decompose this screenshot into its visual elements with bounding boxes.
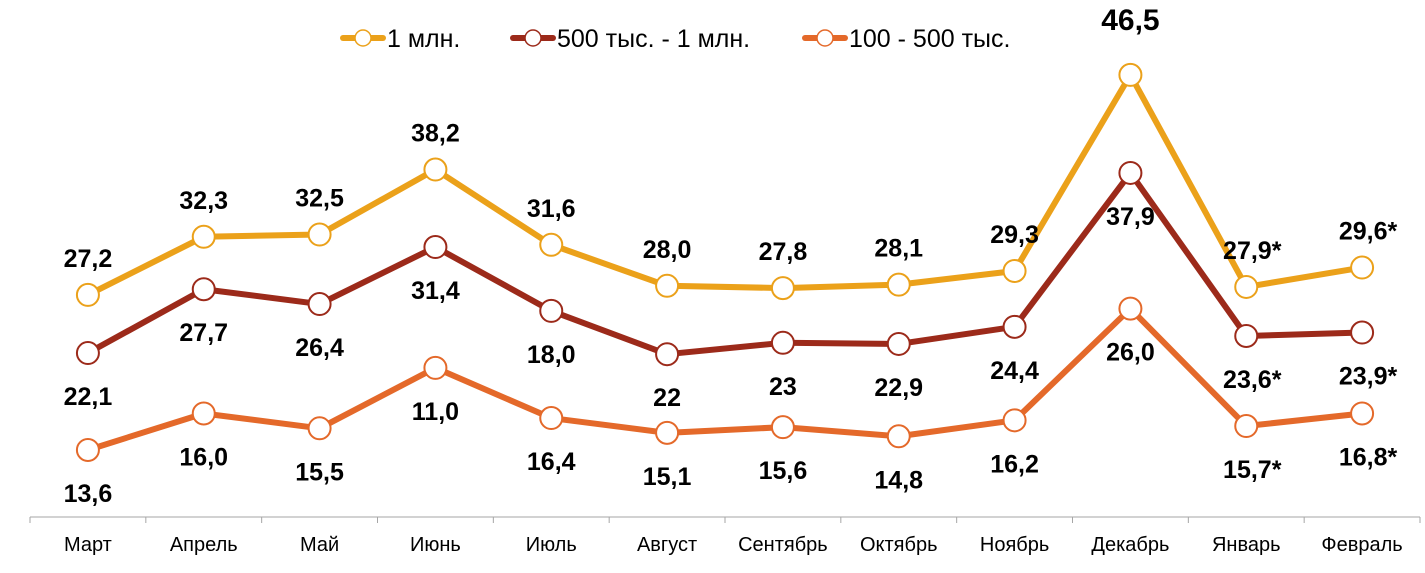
- data-point: [307, 222, 332, 247]
- data-point: [75, 437, 100, 462]
- data-point: [75, 341, 100, 366]
- legend: 1 млн. 500 тыс. - 1 млн. 100 - 500 тыс.: [340, 25, 1010, 53]
- data-label: 15,1: [643, 463, 692, 491]
- data-point: [539, 232, 564, 257]
- data-label: 38,2: [411, 120, 460, 148]
- data-label: 16,0: [179, 443, 228, 471]
- data-label: 27,2: [64, 245, 113, 273]
- legend-marker: [816, 29, 834, 47]
- data-label: 27,9*: [1223, 237, 1282, 265]
- data-label: 16,4: [527, 448, 576, 476]
- data-point: [423, 235, 448, 260]
- data-label: 32,5: [295, 185, 344, 213]
- legend-marker: [354, 29, 372, 47]
- data-label: 26,0: [1106, 339, 1155, 367]
- data-labels: 27,2 32,3 32,5 38,2 31,6 28,0 27,8 28,1 29,3 46,5…: [64, 4, 1398, 508]
- data-label: 16,2: [990, 450, 1039, 478]
- data-label: 27,7: [179, 319, 228, 347]
- data-point: [1002, 408, 1027, 433]
- x-tick-label: Февраль: [1321, 534, 1402, 556]
- data-point: [886, 272, 911, 297]
- data-label: 16,8*: [1339, 443, 1398, 471]
- data-point: [423, 355, 448, 380]
- data-point: [770, 276, 795, 301]
- data-point: [1350, 401, 1375, 426]
- data-label: 31,4: [411, 277, 460, 305]
- data-label: 22,1: [64, 383, 113, 411]
- series-line: [86, 169, 1363, 358]
- data-point: [1118, 62, 1143, 87]
- data-label: 29,6*: [1339, 218, 1398, 246]
- data-point: [655, 342, 680, 367]
- data-point: [75, 282, 100, 307]
- data-point: [539, 406, 564, 431]
- data-point: [1350, 255, 1375, 280]
- data-label: 31,6: [527, 195, 576, 223]
- data-point: [191, 401, 216, 426]
- data-point: [770, 330, 795, 355]
- data-label: 46,5: [1101, 4, 1159, 37]
- legend-marker: [524, 29, 542, 47]
- data-label: 22: [653, 384, 681, 412]
- data-label: 26,4: [295, 334, 344, 362]
- x-tick-label: Декабрь: [1091, 534, 1169, 556]
- x-tick-label: Сентябрь: [738, 534, 828, 556]
- data-label: 23: [769, 373, 797, 401]
- data-point: [770, 415, 795, 440]
- data-label: 32,3: [179, 187, 228, 215]
- data-label: 24,4: [990, 357, 1039, 385]
- data-point: [655, 420, 680, 445]
- data-label: 29,3: [990, 221, 1039, 249]
- data-point: [886, 424, 911, 449]
- data-label: 15,6: [759, 457, 808, 485]
- data-label: 15,5: [295, 458, 344, 486]
- x-tick-label: Май: [300, 534, 339, 556]
- x-tick-label: Ноябрь: [980, 534, 1049, 556]
- data-label: 28,0: [643, 236, 692, 264]
- x-tick-label: Август: [637, 534, 697, 556]
- legend-label: 1 млн.: [387, 25, 460, 53]
- data-label: 23,6*: [1223, 366, 1282, 394]
- data-point: [307, 416, 332, 441]
- data-point: [1002, 258, 1027, 283]
- x-tick-label: Апрель: [170, 534, 238, 556]
- data-point: [886, 331, 911, 356]
- data-label: 14,8: [874, 466, 923, 494]
- data-point: [191, 224, 216, 249]
- data-label: 18,0: [527, 341, 576, 369]
- x-tick-label: Январь: [1212, 534, 1281, 556]
- legend-label: 100 - 500 тыс.: [849, 25, 1010, 53]
- legend-label: 500 тыс. - 1 млн.: [557, 25, 750, 53]
- data-point: [1234, 323, 1259, 348]
- data-point: [1234, 274, 1259, 299]
- series-line: [87, 305, 1363, 453]
- data-point: [1350, 320, 1375, 345]
- x-tick-label: Март: [64, 534, 112, 556]
- data-label: 22,9: [874, 374, 923, 402]
- data-label: 15,7*: [1223, 456, 1282, 484]
- data-point: [1118, 296, 1143, 321]
- data-label: 27,8: [759, 238, 808, 266]
- data-label: 37,9: [1106, 203, 1155, 231]
- series-line: [86, 71, 1363, 298]
- data-label: 11,0: [412, 398, 459, 426]
- data-point: [539, 298, 564, 323]
- x-tick-label: Июль: [526, 534, 577, 556]
- data-point: [655, 273, 680, 298]
- data-label: 23,9*: [1339, 363, 1398, 391]
- x-tick-label: Октябрь: [860, 534, 938, 556]
- data-point: [423, 157, 448, 182]
- data-point: [307, 292, 332, 317]
- x-axis: Март Апрель Май Июнь Июль Август Сентябрь Октяб…: [29, 516, 1421, 556]
- data-label: 13,6: [64, 480, 113, 508]
- data-label: 28,1: [874, 235, 923, 263]
- data-point: [1118, 160, 1143, 185]
- data-point: [1002, 314, 1027, 339]
- series-lines: [75, 62, 1375, 462]
- data-point: [1234, 414, 1259, 439]
- x-tick-label: Июнь: [410, 534, 461, 556]
- data-point: [191, 277, 216, 302]
